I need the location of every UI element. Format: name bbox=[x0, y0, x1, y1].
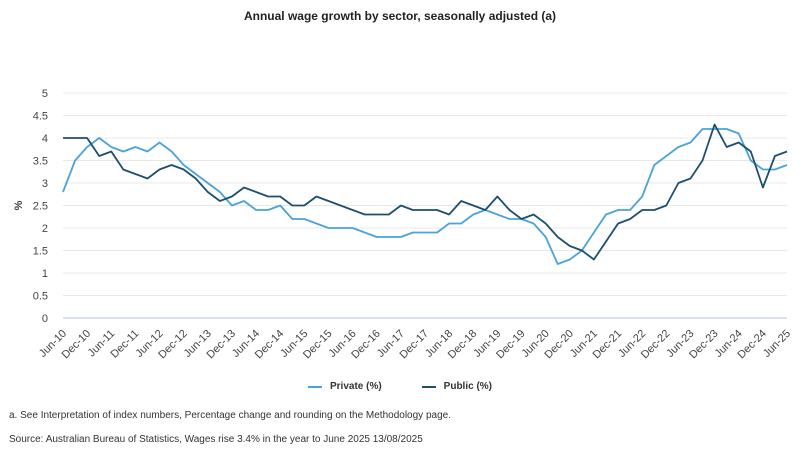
y-tick-label: 1.5 bbox=[33, 246, 48, 258]
y-tick-label: 4 bbox=[42, 133, 48, 145]
y-tick-label: 0 bbox=[42, 313, 48, 325]
y-tick-label: 4.5 bbox=[33, 111, 48, 123]
y-tick-label: 1 bbox=[42, 268, 48, 280]
y-tick-label: 5 bbox=[42, 88, 48, 100]
y-tick-label: 3.5 bbox=[33, 156, 48, 168]
y-axis-label: % bbox=[13, 200, 25, 210]
source-note: Source: Australian Bureau of Statistics,… bbox=[9, 434, 423, 445]
legend-item-private[interactable]: Private (%) bbox=[307, 381, 382, 392]
y-tick-label: 3 bbox=[42, 178, 48, 190]
legend-label-public: Public (%) bbox=[443, 381, 493, 392]
y-tick-label: 2 bbox=[42, 223, 48, 235]
legend-item-public[interactable]: Public (%) bbox=[421, 381, 493, 392]
chart-title: Annual wage growth by sector, seasonally… bbox=[243, 9, 557, 23]
y-tick-label: 2.5 bbox=[33, 201, 48, 213]
legend-swatch-public bbox=[421, 385, 436, 388]
x-tick-label: Jun-25 bbox=[761, 328, 793, 360]
series-line-public bbox=[63, 123, 788, 261]
series-line-private bbox=[62, 128, 788, 265]
line-chart: 00.511.522.533.544.55%Jun-10Dec-10Jun-11… bbox=[13, 88, 793, 361]
y-tick-label: 0.5 bbox=[33, 291, 48, 303]
legend: Private (%) Public (%) bbox=[0, 381, 800, 392]
legend-swatch-private bbox=[307, 385, 322, 388]
legend-label-private: Private (%) bbox=[329, 381, 382, 392]
footnote-a: a. See Interpretation of index numbers, … bbox=[9, 410, 451, 421]
